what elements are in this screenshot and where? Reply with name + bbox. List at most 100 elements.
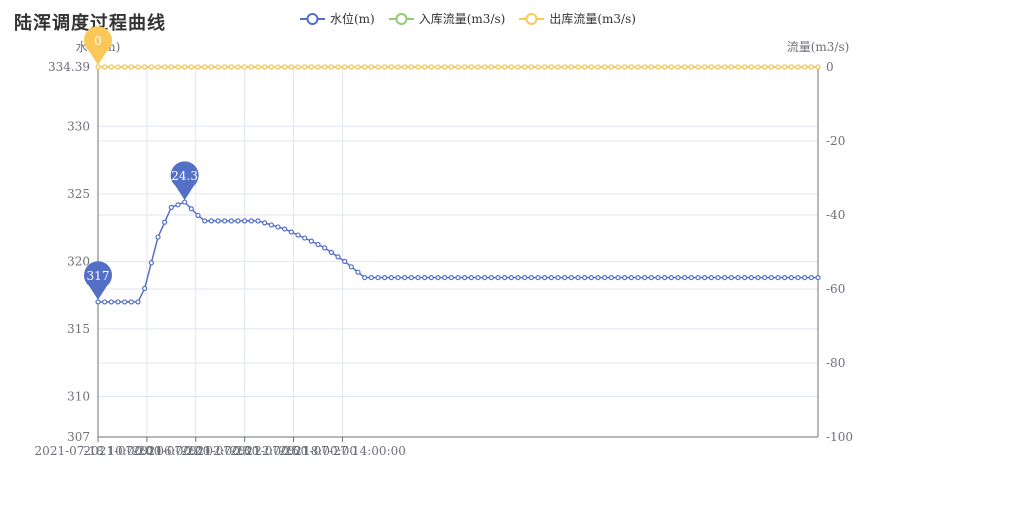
data-point-outflow[interactable] [162,64,168,70]
data-point-water-level[interactable] [182,199,188,205]
data-point-outflow[interactable] [788,64,794,70]
data-point-water-level[interactable] [802,274,808,281]
data-point-outflow[interactable] [682,64,688,70]
data-point-outflow[interactable] [455,64,461,70]
data-point-outflow[interactable] [802,64,808,70]
data-point-water-level[interactable] [735,274,741,281]
data-point-outflow[interactable] [95,64,101,70]
data-point-water-level[interactable] [722,274,728,281]
data-point-water-level[interactable] [375,274,381,281]
mark-point-pin-water-level[interactable] [170,161,199,201]
data-point-water-level[interactable] [588,274,594,281]
data-point-outflow[interactable] [748,64,754,70]
legend-item-outflow[interactable]: 出库流量(m3/s) [519,10,636,27]
data-point-water-level[interactable] [488,274,494,281]
data-point-outflow[interactable] [275,64,281,70]
data-point-water-level[interactable] [322,245,328,251]
data-point-outflow[interactable] [328,64,334,70]
data-point-water-level[interactable] [355,269,361,275]
data-point-outflow[interactable] [235,64,241,70]
data-point-water-level[interactable] [402,274,408,281]
data-point-water-level[interactable] [742,274,748,281]
data-point-outflow[interactable] [442,64,448,70]
data-point-water-level[interactable] [148,260,154,266]
data-point-water-level[interactable] [268,222,274,228]
data-point-water-level[interactable] [415,274,421,281]
data-point-water-level[interactable] [282,226,288,232]
data-point-outflow[interactable] [155,64,161,70]
data-point-water-level[interactable] [775,274,781,281]
data-point-water-level[interactable] [762,274,768,281]
data-point-water-level[interactable] [428,274,434,281]
data-point-outflow[interactable] [415,64,421,70]
data-point-outflow[interactable] [382,64,388,70]
data-point-outflow[interactable] [722,64,728,70]
data-point-outflow[interactable] [602,64,608,70]
data-point-outflow[interactable] [122,64,128,70]
data-point-outflow[interactable] [462,64,468,70]
data-point-water-level[interactable] [795,274,801,281]
data-point-water-level[interactable] [408,274,414,281]
data-point-outflow[interactable] [528,64,534,70]
data-point-water-level[interactable] [382,274,388,281]
data-point-water-level[interactable] [135,299,141,305]
data-point-water-level[interactable] [228,218,234,224]
data-point-outflow[interactable] [515,64,521,70]
data-point-outflow[interactable] [342,64,348,70]
data-point-outflow[interactable] [755,64,761,70]
data-point-outflow[interactable] [468,64,474,70]
data-point-outflow[interactable] [108,64,114,70]
mark-point-pin-water-level[interactable] [84,261,113,300]
data-point-outflow[interactable] [335,64,341,70]
data-point-outflow[interactable] [668,64,674,70]
legend-item-water-level[interactable]: 水位(m) [300,10,375,27]
data-point-water-level[interactable] [195,212,201,219]
data-point-outflow[interactable] [522,64,528,70]
data-point-outflow[interactable] [448,64,454,70]
data-point-water-level[interactable] [315,241,321,248]
data-point-outflow[interactable] [548,64,554,70]
data-point-outflow[interactable] [782,64,788,70]
data-point-water-level[interactable] [242,218,248,224]
data-point-outflow[interactable] [142,64,148,70]
data-point-outflow[interactable] [315,64,321,70]
data-point-outflow[interactable] [728,64,734,70]
data-point-water-level[interactable] [788,274,794,281]
data-point-water-level[interactable] [342,258,348,264]
data-point-water-level[interactable] [515,274,521,281]
data-point-water-level[interactable] [368,274,374,281]
data-point-water-level[interactable] [208,218,214,224]
data-point-water-level[interactable] [202,218,208,224]
data-point-outflow[interactable] [215,64,221,70]
data-point-water-level[interactable] [622,274,628,281]
data-point-water-level[interactable] [562,274,568,281]
data-point-water-level[interactable] [335,254,341,260]
data-point-outflow[interactable] [228,64,234,70]
data-point-outflow[interactable] [375,64,381,70]
data-point-outflow[interactable] [102,64,108,70]
data-point-water-level[interactable] [748,274,754,281]
data-point-water-level[interactable] [302,235,308,241]
data-point-water-level[interactable] [662,274,668,281]
data-point-water-level[interactable] [235,218,241,224]
data-point-outflow[interactable] [388,64,394,70]
data-point-outflow[interactable] [248,64,254,70]
data-point-outflow[interactable] [435,64,441,70]
data-point-outflow[interactable] [362,64,368,70]
data-point-water-level[interactable] [782,274,788,281]
data-point-water-level[interactable] [395,274,401,281]
data-point-water-level[interactable] [275,224,281,230]
data-point-water-level[interactable] [462,274,468,281]
data-point-water-level[interactable] [422,274,428,281]
data-point-outflow[interactable] [302,64,308,70]
data-point-water-level[interactable] [615,274,621,281]
data-point-outflow[interactable] [508,64,514,70]
data-point-water-level[interactable] [442,274,448,281]
data-point-outflow[interactable] [268,64,274,70]
data-point-outflow[interactable] [655,64,661,70]
data-point-water-level[interactable] [328,249,334,255]
data-point-outflow[interactable] [608,64,614,70]
data-point-water-level[interactable] [628,274,634,281]
data-point-outflow[interactable] [708,64,714,70]
data-point-water-level[interactable] [635,274,641,281]
